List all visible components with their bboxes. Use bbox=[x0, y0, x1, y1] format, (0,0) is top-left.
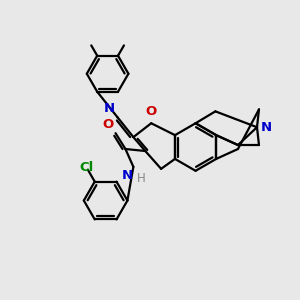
Text: N: N bbox=[261, 121, 272, 134]
Text: N: N bbox=[103, 102, 115, 115]
Text: H: H bbox=[137, 172, 146, 185]
Text: O: O bbox=[146, 105, 157, 118]
Text: N: N bbox=[121, 169, 132, 182]
Text: Cl: Cl bbox=[80, 161, 94, 174]
Text: O: O bbox=[102, 118, 114, 131]
